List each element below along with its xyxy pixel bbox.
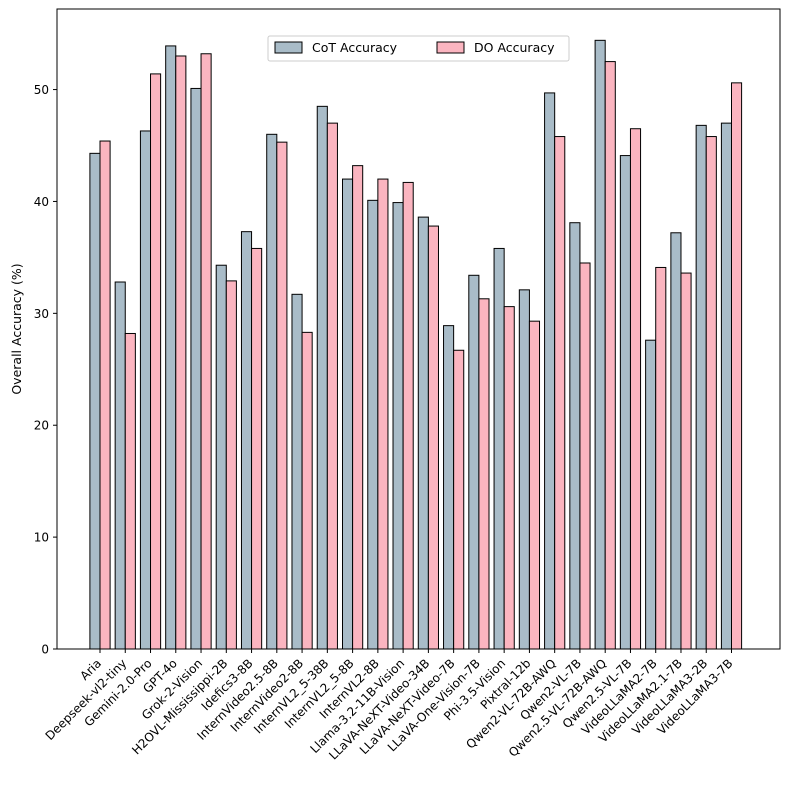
bar-do-22	[655, 266, 667, 650]
y-tick-label-1: 10	[34, 531, 49, 545]
legend-swatch-do	[436, 41, 465, 54]
y-tick-label-2: 20	[34, 419, 49, 433]
bar-do-7	[276, 141, 288, 650]
bar-do-2	[150, 73, 162, 650]
bar-cot-1	[114, 281, 126, 650]
bar-do-16	[503, 306, 515, 650]
bar-do-23	[680, 272, 692, 650]
bar-cot-11	[367, 199, 379, 650]
bar-do-21	[629, 128, 642, 650]
bar-do-18	[554, 136, 566, 650]
y-axis-label: Overall Accuracy (%)	[9, 263, 24, 394]
y-tick-label-4: 40	[34, 195, 49, 209]
bar-do-5	[225, 280, 237, 650]
bar-cot-0	[89, 152, 101, 650]
bar-do-15	[478, 298, 490, 650]
bar-cot-17	[518, 289, 530, 650]
bar-do-0	[99, 140, 111, 650]
bar-do-24	[705, 136, 717, 650]
bar-do-19	[579, 262, 591, 650]
legend-swatch-cot	[274, 41, 303, 54]
legend-box	[267, 35, 570, 62]
bar-do-14	[453, 349, 465, 650]
bar-do-8	[301, 331, 313, 650]
bar-cot-18	[544, 92, 556, 650]
y-tick-label-0: 0	[41, 643, 49, 657]
bar-do-13	[427, 225, 439, 650]
bar-do-1	[124, 332, 136, 650]
bar-do-10	[352, 165, 364, 650]
legend-label-cot: CoT Accuracy	[312, 40, 398, 55]
plot-frame	[56, 8, 781, 650]
bar-cot-2	[139, 130, 152, 650]
bar-cot-8	[291, 293, 303, 650]
bar-cot-16	[493, 247, 505, 650]
bar-cot-13	[417, 216, 429, 650]
bar-cot-14	[443, 325, 455, 650]
bar-do-4	[200, 53, 212, 650]
bar-cot-7	[266, 133, 278, 650]
bar-do-20	[604, 61, 616, 650]
bar-do-12	[402, 181, 414, 650]
bar-cot-3	[165, 45, 177, 650]
bar-do-6	[251, 247, 263, 650]
bar-cot-21	[619, 155, 631, 650]
bar-cot-12	[392, 202, 404, 650]
y-axis: 0 10 20 30 40 50	[34, 83, 57, 657]
bar-do-17	[528, 320, 541, 650]
bar-do-11	[377, 178, 389, 650]
x-axis: AriaDeepseek-vl2-tinyGemini-2.0-ProGPT-4…	[43, 649, 736, 763]
legend: CoT Accuracy DO Accuracy	[267, 35, 570, 62]
bar-cot-15	[468, 274, 480, 650]
bar-cot-25	[720, 122, 733, 650]
bar-cot-19	[569, 222, 581, 650]
bar-do-3	[175, 55, 187, 650]
bar-cot-20	[594, 39, 606, 650]
legend-label-do: DO Accuracy	[474, 40, 555, 55]
bar-cot-5	[215, 264, 227, 650]
bar-do-25	[731, 82, 743, 650]
bar-cot-10	[342, 178, 354, 650]
bar-cot-23	[670, 232, 682, 650]
bar-cot-9	[316, 105, 328, 650]
bars-layer	[89, 39, 743, 650]
bar-cot-6	[240, 231, 253, 650]
bar-cot-4	[190, 87, 202, 650]
bar-cot-24	[695, 124, 707, 650]
y-tick-label-3: 30	[34, 307, 49, 321]
y-tick-label-5: 50	[34, 83, 49, 97]
bar-do-9	[326, 122, 338, 650]
bar-cot-22	[645, 339, 657, 650]
